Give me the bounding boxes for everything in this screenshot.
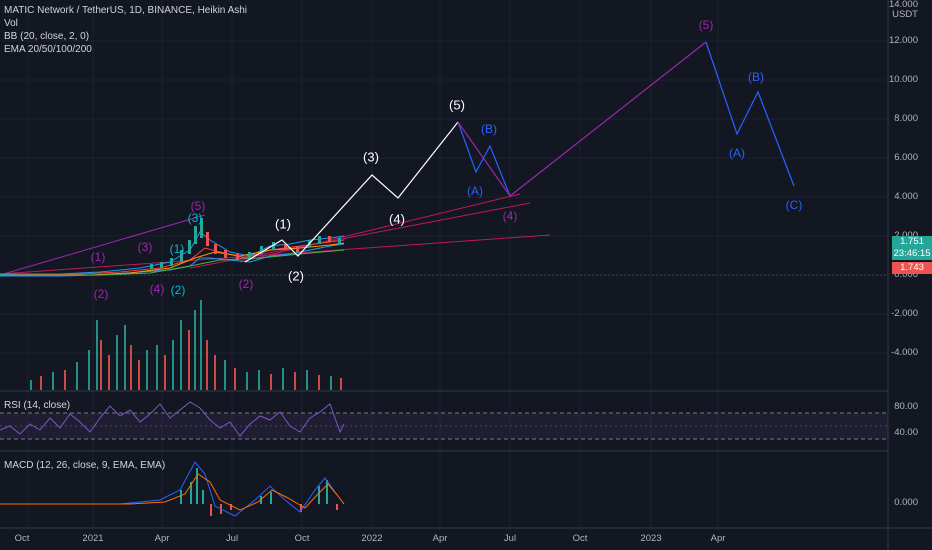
- price-tick: 2.000: [894, 230, 918, 241]
- price-candles: [150, 218, 341, 269]
- price-bands: [0, 231, 345, 277]
- wave-label: (3): [363, 149, 379, 165]
- wave-label: (1): [275, 216, 291, 232]
- wave-label: (1): [169, 242, 185, 256]
- wave-label: (2): [170, 283, 186, 297]
- time-tick: Apr: [432, 533, 448, 544]
- rsi-band: [0, 413, 888, 439]
- macd-signal-line: [0, 473, 345, 511]
- blue-wave-path-1: [457, 121, 511, 197]
- time-tick: 2021: [82, 533, 104, 544]
- time-tick: 2023: [640, 533, 662, 544]
- currency-label: USDT: [892, 9, 918, 20]
- price-tick: -4.000: [891, 347, 918, 358]
- wave-label: (B): [748, 70, 764, 84]
- volume-indicator-label[interactable]: Vol: [4, 18, 18, 29]
- bar-countdown: 23:46:15: [893, 248, 931, 259]
- wave-label: (4): [502, 209, 518, 223]
- blue-wave-path-2: [705, 41, 795, 187]
- purple-wave-path: [457, 41, 707, 197]
- time-tick: 2022: [361, 533, 383, 544]
- wave-label: (5): [190, 199, 206, 213]
- price-tick: 8.000: [894, 113, 918, 124]
- volume-bars: [30, 300, 342, 390]
- wave-label: (A): [729, 146, 745, 160]
- trend-lines: [0, 193, 888, 276]
- wave-label: (3): [137, 240, 153, 254]
- time-tick: Apr: [154, 533, 170, 544]
- time-tick: Jul: [503, 533, 517, 544]
- wave-label: (5): [449, 97, 465, 113]
- rsi-tick: 40.00: [894, 427, 918, 438]
- time-tick: Oct: [294, 533, 310, 544]
- price-tick: 12.000: [888, 35, 918, 46]
- rsi-pane-label[interactable]: RSI (14, close): [4, 400, 71, 411]
- time-tick: Apr: [710, 533, 726, 544]
- grid: [0, 0, 888, 530]
- macd-histogram: [180, 468, 338, 516]
- price-tick: -2.000: [891, 308, 918, 319]
- price-tick: 14.000: [888, 0, 918, 10]
- price-tick: 0.000: [894, 269, 918, 280]
- rsi-tick: 80.00: [894, 401, 918, 412]
- prev-price-badge: 1.743: [892, 262, 932, 274]
- wave-label: (5): [698, 18, 714, 32]
- symbol-title[interactable]: MATIC Network / TetherUS, 1D, BINANCE, H…: [4, 5, 248, 16]
- current-price: 1.751: [900, 236, 924, 247]
- wave-label: (2): [288, 268, 304, 284]
- price-tick: 10.000: [888, 74, 918, 85]
- current-price-badge: 1.751 23:46:15: [892, 236, 932, 260]
- wave-label: (B): [481, 122, 497, 136]
- wave-label: (A): [467, 184, 483, 198]
- price-tick: 4.000: [894, 191, 918, 202]
- white-wave-path: [244, 121, 459, 263]
- chart-legend[interactable]: MATIC Network / TetherUS, 1D, BINANCE, H…: [4, 4, 247, 56]
- wave-label: (3): [187, 211, 203, 225]
- time-tick: Oct: [14, 533, 30, 544]
- macd-pane-label[interactable]: MACD (12, 26, close, 9, EMA, EMA): [4, 460, 166, 471]
- wave-label: (C): [785, 198, 803, 212]
- wave-label: (4): [389, 211, 405, 227]
- wave-label: (4): [149, 282, 165, 296]
- wave-label: (2): [93, 287, 109, 301]
- ema-indicator-label[interactable]: EMA 20/50/100/200: [4, 44, 92, 55]
- bb-indicator-label[interactable]: BB (20, close, 2, 0): [4, 31, 90, 42]
- time-tick: Jul: [225, 533, 239, 544]
- macd-tick: 0.000: [894, 497, 918, 508]
- time-tick: Oct: [572, 533, 588, 544]
- wave-label: (1): [90, 250, 106, 264]
- price-tick: 6.000: [894, 152, 918, 163]
- rsi-line: [0, 401, 345, 437]
- wave-label: (2): [238, 277, 254, 291]
